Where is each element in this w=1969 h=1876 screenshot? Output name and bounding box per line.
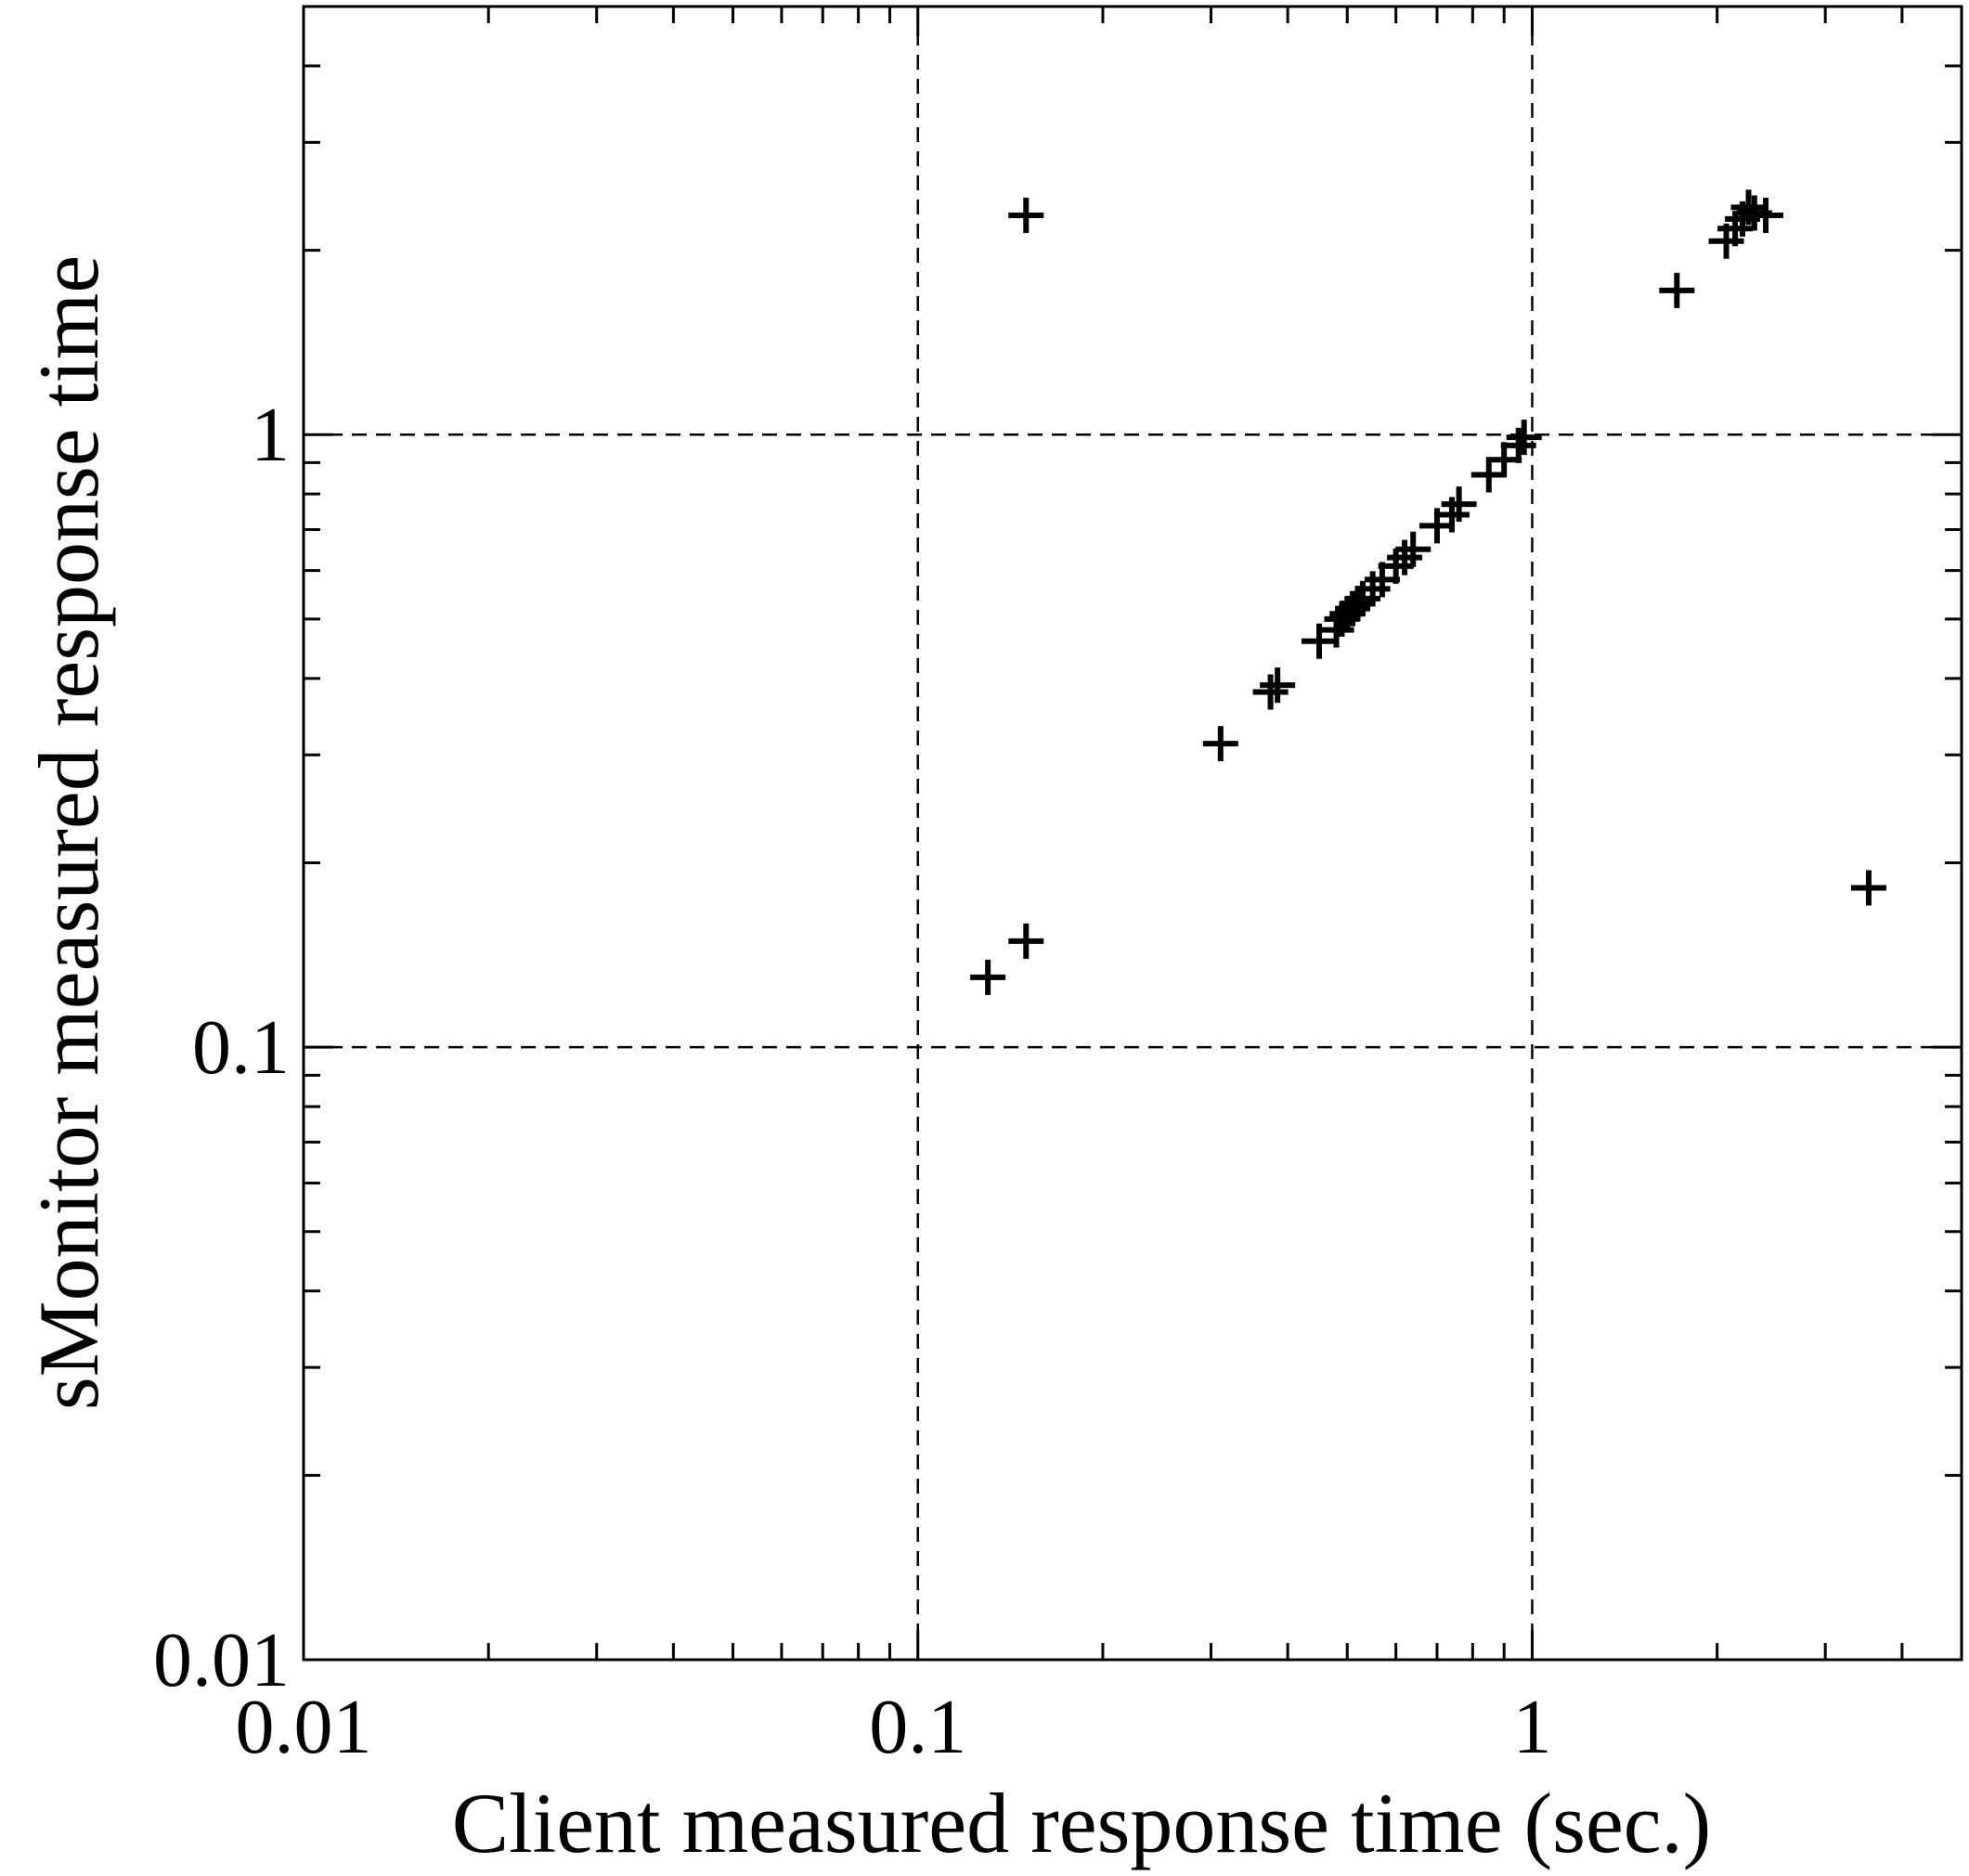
x-tick-label: 0.01 (236, 1684, 372, 1770)
data-point (1252, 674, 1289, 710)
data-point (970, 959, 1006, 995)
data-point (1260, 667, 1296, 704)
data-point (1202, 726, 1238, 762)
x-axis-label: Client measured response time (sec.) (452, 1776, 1712, 1870)
data-point (1441, 486, 1477, 523)
y-axis-label: sMonitor measured response time (21, 255, 116, 1410)
grid (304, 6, 1962, 1660)
data-point (1730, 189, 1767, 226)
data-point (1748, 198, 1784, 234)
data-point (1008, 198, 1044, 234)
y-tick-label: 0.01 (153, 1617, 290, 1703)
data-point (1470, 457, 1507, 493)
tick-labels: 0.01 0.1 1 0.01 0.1 1 (153, 392, 1551, 1770)
ticks (302, 5, 1963, 1662)
data-point (1500, 427, 1536, 463)
data-point (1008, 923, 1044, 959)
data-points (970, 189, 1886, 995)
data-point (1850, 870, 1886, 906)
x-tick-label: 1 (1512, 1684, 1551, 1770)
y-tick-label: 1 (251, 392, 290, 478)
data-point (1378, 548, 1414, 584)
data-point (1659, 272, 1695, 308)
data-point (1387, 539, 1423, 576)
data-point (1395, 531, 1431, 567)
plot-frame (302, 5, 1963, 1662)
data-point (1506, 420, 1542, 456)
data-point (1340, 586, 1376, 622)
y-tick-label: 0.1 (192, 1004, 290, 1091)
x-tick-label: 0.1 (869, 1684, 966, 1770)
